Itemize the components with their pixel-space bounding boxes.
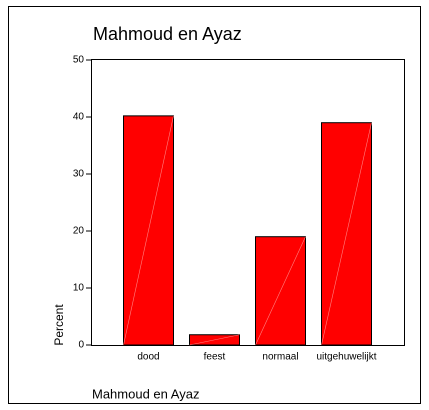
bar-highlight (255, 236, 306, 346)
x-tick-label: dood (137, 352, 159, 363)
x-tick-label: normaal (262, 352, 298, 363)
bar-highlight (123, 115, 174, 346)
y-tick-label: 40 (73, 112, 85, 123)
chart-title: Mahmoud en Ayaz (93, 24, 242, 44)
y-tick-label: 20 (73, 226, 85, 237)
bar-highlight (321, 122, 372, 346)
y-axis-label: Percent (52, 304, 66, 346)
x-tick-label: uitgehuwelijkt (316, 352, 376, 363)
plot-area (91, 59, 405, 346)
x-axis-label: Mahmoud en Ayaz (92, 386, 199, 401)
y-tick-label: 0 (78, 340, 84, 351)
y-tick-label: 30 (73, 169, 85, 180)
x-tick-label: feest (204, 352, 226, 363)
y-tick-label: 50 (73, 55, 85, 66)
y-tick-label: 10 (73, 283, 85, 294)
bar-highlight (189, 334, 240, 346)
